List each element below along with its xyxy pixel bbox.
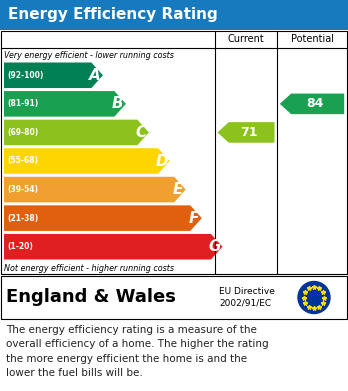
Bar [1, 276, 347, 319]
Bar [1, 31, 347, 274]
Polygon shape [4, 234, 222, 260]
Text: C: C [135, 125, 147, 140]
Text: (21-38): (21-38) [7, 213, 38, 222]
Text: Very energy efficient - lower running costs: Very energy efficient - lower running co… [4, 51, 174, 60]
Text: (39-54): (39-54) [7, 185, 38, 194]
Text: G: G [208, 239, 221, 254]
Text: 71: 71 [240, 126, 258, 139]
Polygon shape [280, 93, 344, 114]
Text: E: E [173, 182, 183, 197]
Polygon shape [4, 148, 169, 174]
Text: (1-20): (1-20) [7, 242, 33, 251]
Text: 84: 84 [307, 97, 324, 110]
Text: England & Wales: England & Wales [6, 289, 176, 307]
Text: EU Directive
2002/91/EC: EU Directive 2002/91/EC [219, 287, 275, 308]
Text: B: B [112, 96, 124, 111]
Polygon shape [4, 120, 149, 145]
Text: (55-68): (55-68) [7, 156, 38, 165]
Polygon shape [218, 122, 275, 143]
Text: (81-91): (81-91) [7, 99, 38, 108]
Polygon shape [4, 205, 202, 231]
Bar [0, 0, 348, 30]
Text: The energy efficiency rating is a measure of the
overall efficiency of a home. T: The energy efficiency rating is a measur… [6, 325, 269, 378]
Text: D: D [155, 154, 168, 169]
Text: Not energy efficient - higher running costs: Not energy efficient - higher running co… [4, 264, 174, 273]
Text: A: A [89, 68, 101, 83]
Text: F: F [189, 211, 199, 226]
Polygon shape [4, 91, 126, 117]
Polygon shape [4, 63, 103, 88]
Text: (92-100): (92-100) [7, 71, 44, 80]
Text: Energy Efficiency Rating: Energy Efficiency Rating [8, 7, 218, 23]
Text: (69-80): (69-80) [7, 128, 38, 137]
Circle shape [298, 282, 330, 314]
Text: Potential: Potential [291, 34, 333, 44]
Polygon shape [4, 177, 186, 203]
Text: Current: Current [228, 34, 264, 44]
